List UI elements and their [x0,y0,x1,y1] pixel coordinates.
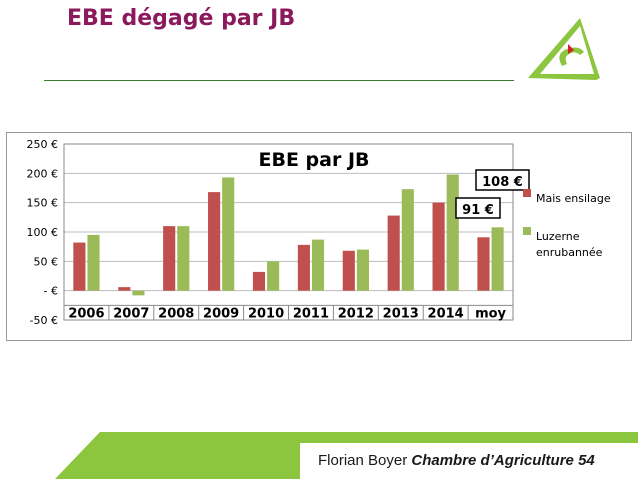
x-tick-label: 2014 [428,307,464,322]
footer-organization: Chambre d’Agriculture 54 [411,452,595,469]
x-tick-label: 2011 [293,307,329,322]
bar-luzerne-2010 [267,261,280,291]
x-tick-label: 2008 [158,307,194,322]
annotation-label: 91 € [462,203,494,218]
bar-mais-2006 [73,242,86,291]
bar-mais-2007 [118,287,131,291]
bar-luzerne-2008 [177,226,190,291]
chambre-agriculture-logo [528,18,600,80]
bar-luzerne-2012 [356,249,369,291]
y-axis: -50 € - € 50 € 100 € 150 € 200 € 250 € [27,138,59,327]
title-divider [44,80,514,81]
ebe-bar-chart: -50 €- €50 €100 €150 €200 €250 € 2006 200… [27,138,611,327]
y-tick-label: 100 € [27,226,59,239]
bar-mais-moy [477,237,490,291]
annotation-box [455,197,501,219]
y-tick-label: - € [44,285,58,298]
y-tick-label: -50 € [30,314,58,327]
legend-swatch [523,189,531,197]
y-tick-label: 150 € [27,197,59,210]
bar-mais-2012 [342,250,355,291]
bar-mais-2011 [297,244,310,291]
bar-mais-2009 [208,192,221,291]
x-tick-label: 2009 [203,307,239,322]
x-tick-label: moy [475,307,506,322]
bar-luzerne-2007 [132,290,145,296]
bar-luzerne-2014 [446,174,459,291]
x-tick-label: 2010 [248,307,284,322]
x-axis: 2006 2007 2008 2009 2010 2011 2012 2013 2014 moy [63,304,513,322]
annotations: 108 € 91 € [455,169,530,219]
legend: Mais ensilage Luzerne enrubannée [523,189,611,259]
bar-mais-2013 [387,215,400,291]
bar-luzerne-2013 [401,189,414,291]
bar-luzerne-2009 [222,177,235,291]
bar-luzerne-2006 [87,234,100,291]
bar-luzerne-moy [491,227,504,291]
x-tick-label: 2006 [68,307,104,322]
x-tick-label: 2007 [113,307,149,322]
legend-label: enrubannée [536,246,603,259]
annotation-label: 108 € [482,175,523,190]
chart-title: EBE par JB [258,149,369,171]
y-tick-label: 50 € [34,255,59,268]
bar-mais-2014 [432,202,445,291]
chart-frame [6,132,632,341]
bar-luzerne-2011 [311,239,325,291]
legend-label: Luzerne [536,230,580,243]
legend-label: Mais ensilage [536,192,611,205]
footer-author: Florian Boyer [318,452,408,469]
annotation-box [475,169,530,191]
y-tick-label: 250 € [27,138,59,151]
slide-title: EBE dégagé par JB [67,6,296,31]
y-tick-label: 200 € [27,167,59,180]
bars [73,174,504,296]
bar-mais-2008 [163,226,176,291]
bar-mais-2010 [252,271,266,291]
x-tick-label: 2012 [338,307,374,322]
footer-credit: Florian Boyer Chambre d’Agriculture 54 [318,452,595,469]
legend-swatch [523,227,531,235]
x-tick-label: 2013 [383,307,419,322]
